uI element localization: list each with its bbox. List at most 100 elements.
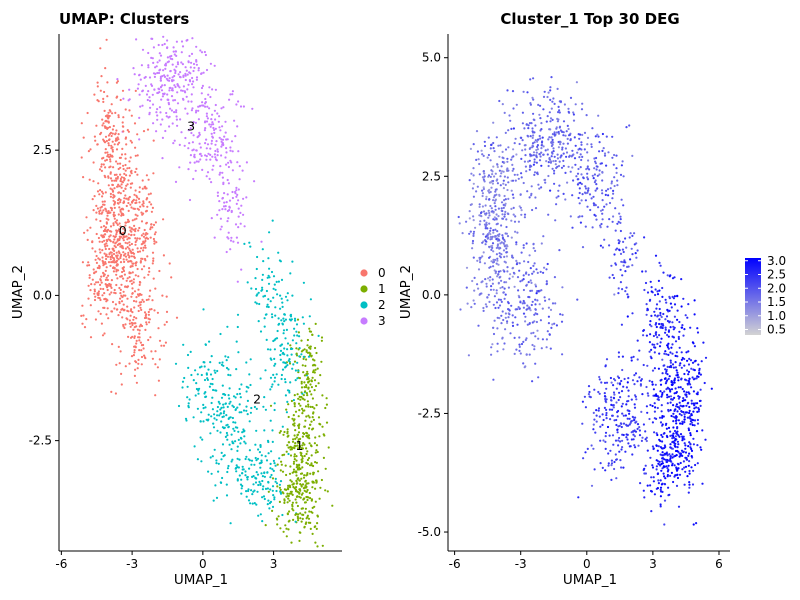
cluster-3-point <box>159 79 162 82</box>
cluster-0-point <box>128 174 131 177</box>
expression-point <box>601 413 604 416</box>
expression-point <box>679 433 683 436</box>
expression-point <box>562 134 565 137</box>
cluster-0-point <box>133 122 137 125</box>
cluster-0-point <box>102 163 105 166</box>
cluster-0-point <box>98 248 101 251</box>
expression-point <box>650 510 653 513</box>
cluster-0-point <box>113 143 116 146</box>
cluster-0-point <box>114 261 117 264</box>
expression-point <box>553 322 556 325</box>
cluster-0-point <box>124 194 127 197</box>
expression-point <box>547 174 550 178</box>
expression-point <box>667 426 671 429</box>
expression-point <box>606 225 609 228</box>
cluster-0-point <box>130 114 133 117</box>
cluster-0-point <box>99 312 102 315</box>
expression-point <box>466 302 469 305</box>
cluster-0-point <box>122 266 125 269</box>
cluster-0-point <box>135 361 138 364</box>
cluster-3-point <box>221 176 224 179</box>
expression-point <box>522 274 525 277</box>
expression-point <box>666 458 669 462</box>
expression-point <box>640 410 643 413</box>
cluster-3-point <box>186 73 189 76</box>
cluster-0-point <box>135 167 138 170</box>
cluster-0-point <box>85 216 88 219</box>
cluster-0-point <box>149 289 152 292</box>
cluster-2-point <box>260 454 263 457</box>
expression-point <box>649 403 652 407</box>
expression-point <box>538 159 542 162</box>
cluster-1-point <box>308 346 311 349</box>
expression-point <box>545 338 549 341</box>
cluster-0-point <box>119 297 122 300</box>
expression-point <box>553 133 556 136</box>
cluster-0-point <box>111 112 114 115</box>
cluster-3-point <box>222 205 226 208</box>
expression-point <box>696 410 699 413</box>
cluster-1-point <box>285 535 288 538</box>
cluster-0-point <box>170 276 173 279</box>
cluster-0-point <box>103 140 106 144</box>
expression-point <box>615 401 618 404</box>
cluster-0-point <box>140 211 143 214</box>
cluster-2-point <box>255 267 258 271</box>
cluster-1-point <box>303 474 306 477</box>
expression-point <box>655 444 658 447</box>
cluster-1-point <box>315 449 318 452</box>
expression-point <box>655 459 658 462</box>
cluster-2-point <box>257 514 260 517</box>
cluster-2-point <box>237 430 240 433</box>
expression-point <box>506 167 509 170</box>
cluster-2-point <box>209 432 212 435</box>
cluster-1-point <box>289 454 293 457</box>
expression-point <box>489 175 492 178</box>
cluster-0-point <box>107 138 111 142</box>
expression-point <box>504 210 507 213</box>
expression-point <box>468 210 471 213</box>
cluster-1-point <box>314 500 317 503</box>
expression-point <box>612 406 615 409</box>
expression-point <box>678 330 681 333</box>
cluster-1-point <box>305 384 308 387</box>
cluster-3-point <box>155 65 158 68</box>
cluster-3-point <box>159 77 162 80</box>
cluster-1-point <box>306 400 309 403</box>
cluster-1-point <box>308 510 311 513</box>
colorbar-tick-label: 2.5 <box>767 268 786 282</box>
cluster-3-point <box>176 91 179 94</box>
cluster-2-point <box>230 433 233 436</box>
expression-point <box>617 239 620 242</box>
cluster-1-point <box>288 484 291 487</box>
cluster-1-point <box>304 419 307 422</box>
expression-point <box>698 367 701 370</box>
cluster-0-point <box>128 237 131 240</box>
cluster-3-point <box>216 112 219 115</box>
expression-point <box>500 300 503 303</box>
cluster-1-point <box>306 370 309 373</box>
cluster-2-point <box>234 440 237 443</box>
cluster-1-point <box>306 498 309 502</box>
expression-point <box>687 445 690 448</box>
expression-point <box>703 381 706 385</box>
expression-point <box>675 467 678 471</box>
expression-point <box>572 111 575 114</box>
cluster-2-point <box>289 319 292 322</box>
cluster-3-point <box>195 59 198 62</box>
cluster-2-point <box>302 355 305 358</box>
cluster-3-point <box>181 63 184 66</box>
expression-point <box>688 486 691 489</box>
cluster-0-point <box>138 325 141 328</box>
cluster-0-point <box>115 81 118 84</box>
cluster-2-point <box>272 339 275 343</box>
expression-point <box>648 350 651 353</box>
cluster-3-point <box>180 40 184 43</box>
expression-point <box>489 227 492 230</box>
cluster-2-point <box>226 405 229 408</box>
expression-point <box>522 340 525 343</box>
cluster-3-point <box>231 190 234 194</box>
cluster-2-point <box>227 356 230 359</box>
cluster-1-point <box>298 466 301 469</box>
expression-point <box>696 327 699 330</box>
